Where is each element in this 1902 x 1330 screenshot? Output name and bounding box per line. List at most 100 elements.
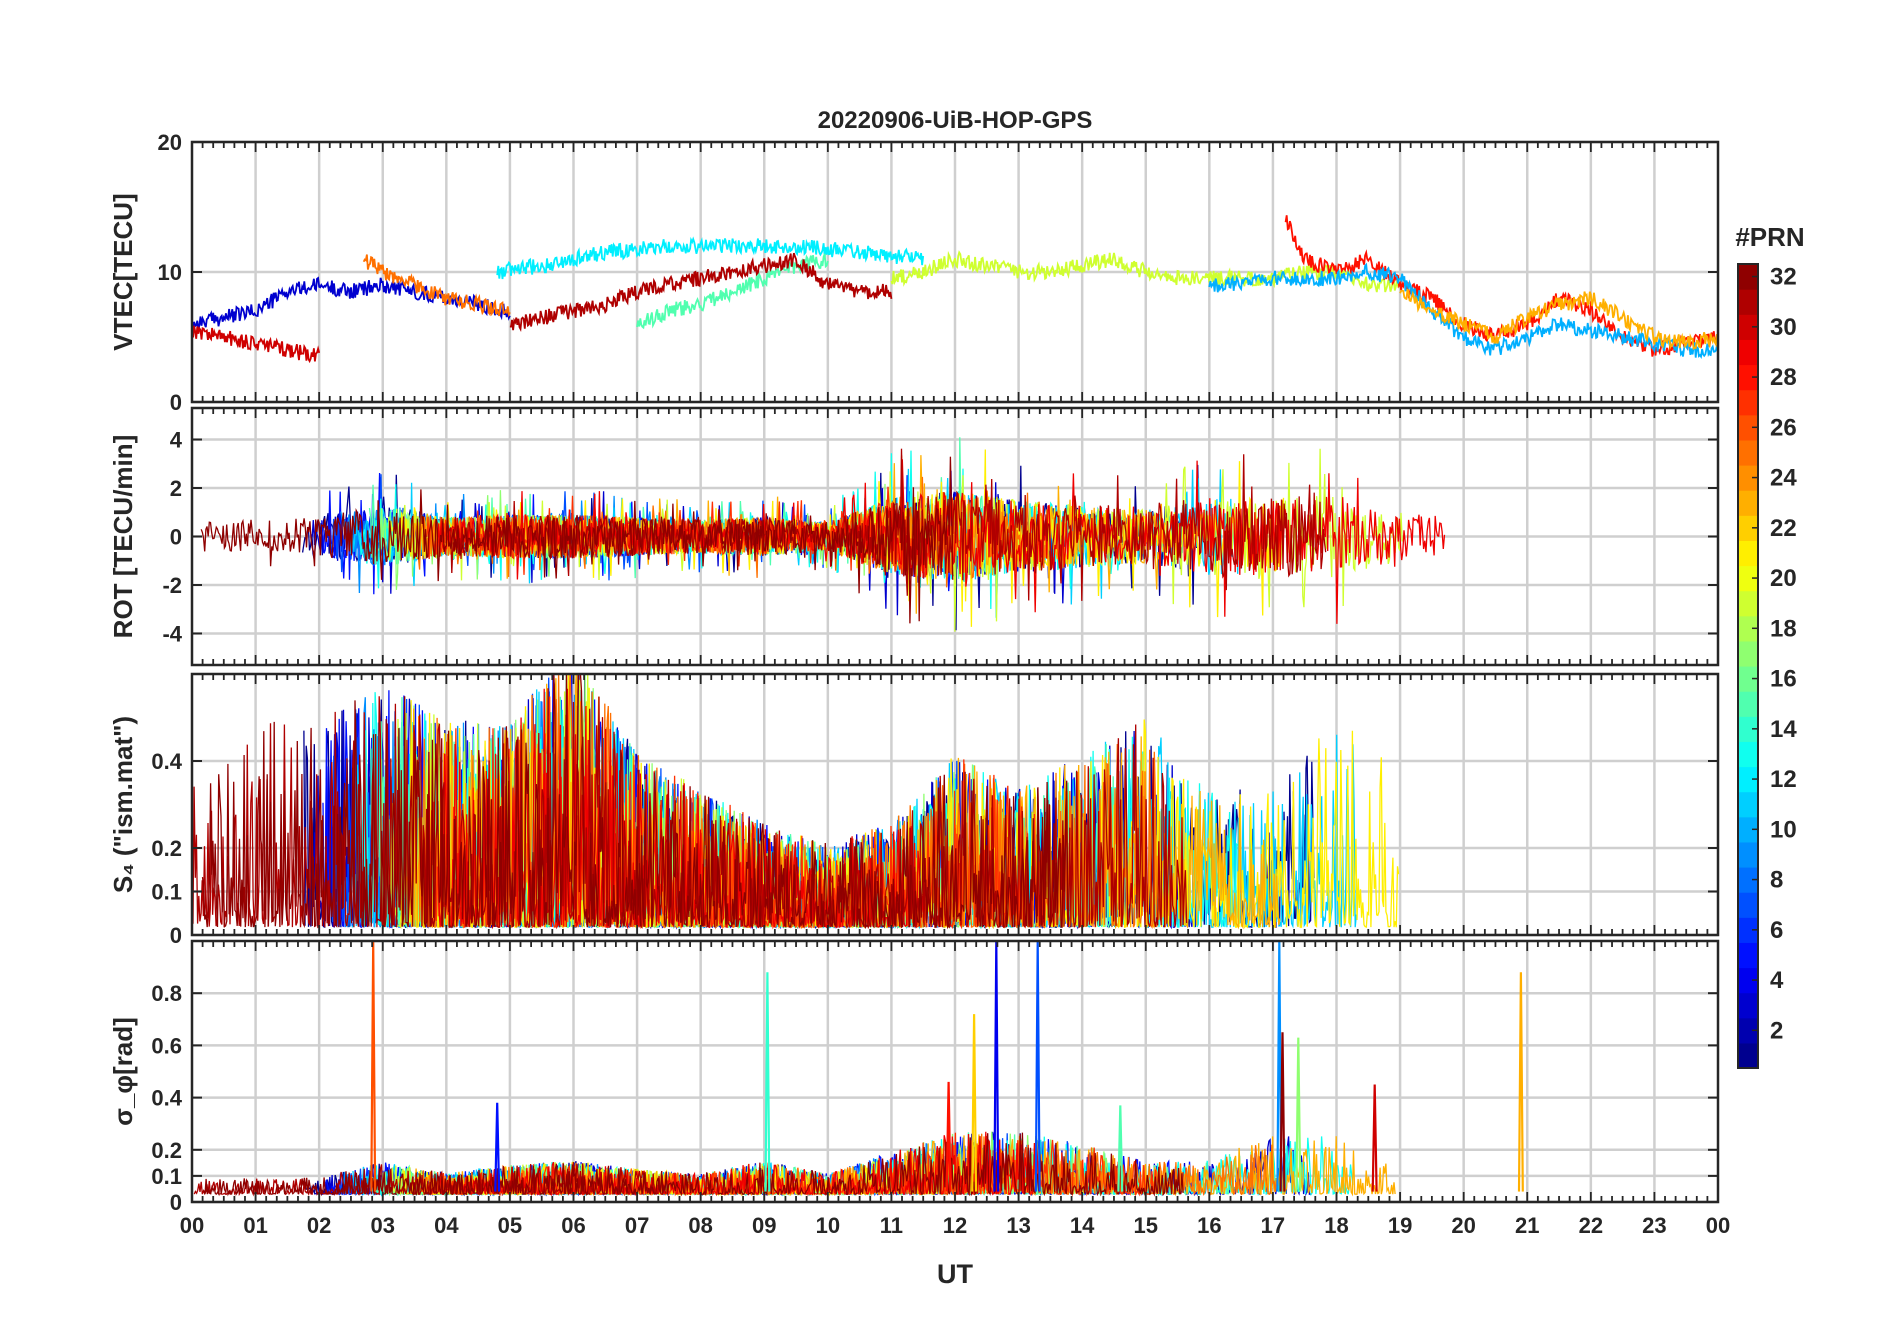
colorbar-title: #PRN: [1735, 222, 1804, 252]
y-ticks: 00.10.2 0.4 0.6 0.8: [151, 981, 1718, 1215]
y-ticks: -4 -2 0 2 4: [162, 428, 1718, 646]
y-tick-label: 0.4: [151, 1086, 182, 1111]
colorbar-segment: [1738, 1017, 1758, 1044]
colorbar-tick-label: 22: [1770, 515, 1797, 542]
y-tick-label: 0.1: [151, 880, 182, 905]
colorbar-tick-label: 18: [1770, 615, 1797, 642]
y-ticks: 0 10 20: [158, 130, 1718, 415]
colorbar-segment: [1738, 640, 1758, 667]
colorbar-segment: [1738, 540, 1758, 567]
x-tick-label: 17: [1261, 1213, 1285, 1238]
y-tick-label: 0: [170, 1190, 182, 1215]
series-line-prn-10: [1208, 262, 1718, 360]
spike-0: [370, 941, 377, 1192]
series-line-prn-19: [890, 250, 1401, 293]
x-tick-label: 23: [1642, 1213, 1666, 1238]
colorbar-tick-label: 6: [1770, 917, 1783, 944]
figure-title: 20220906-UiB-HOP-GPS: [818, 107, 1093, 134]
x-tick-label: 20: [1451, 1213, 1475, 1238]
trace-prn-31: [192, 688, 1188, 930]
panel-1: 0 10 20 VTEC[TECU]: [108, 130, 1720, 415]
colorbar-tick-label: 4: [1770, 967, 1784, 994]
x-ticks: [201, 142, 1709, 402]
y-tick-label: 0: [170, 525, 182, 550]
series-group: [192, 674, 1400, 930]
colorbar-segment: [1738, 1042, 1758, 1069]
x-tick-label: 15: [1134, 1213, 1158, 1238]
x-tick-label: 01: [243, 1213, 267, 1238]
panel-2: -4 -2 0 2 4 ROT [TECU/min]: [108, 406, 1720, 667]
trace-prn-29: [435, 459, 1446, 624]
colorbar-segment: [1738, 992, 1758, 1019]
spike-2: [764, 972, 771, 1192]
colorbar-tick-label: 24: [1770, 465, 1797, 492]
colorbar-tick-label: 16: [1770, 666, 1797, 693]
colorbar-tick-label: 8: [1770, 867, 1783, 894]
colorbar-tick-label: 32: [1770, 264, 1797, 291]
panel-4: 00.10.2 0.4 0.6 0.8 σ_φ[rad]: [108, 939, 1720, 1215]
y-axis-label: σ_φ[rad]: [108, 1017, 138, 1126]
spike-7: [1117, 1105, 1124, 1192]
y-tick-label: -2: [162, 573, 182, 598]
x-tick-label: 12: [943, 1213, 967, 1238]
spike-1: [494, 1102, 501, 1192]
colorbar-segment: [1738, 867, 1758, 893]
x-tick-label: 09: [752, 1213, 776, 1238]
x-tick-label: 02: [307, 1213, 331, 1238]
spike-9: [1279, 1032, 1286, 1192]
colorbar-segment: [1738, 967, 1758, 994]
colorbar-segment: [1738, 414, 1758, 441]
series-line-prn-3: [192, 276, 511, 331]
x-ticks: [201, 674, 1709, 935]
trace-prn-32: [200, 456, 954, 624]
colorbar-segment: [1738, 841, 1758, 868]
spike-4: [971, 1014, 978, 1192]
colorbar-segment: [1738, 339, 1758, 366]
colorbar-segment: [1738, 515, 1758, 541]
colorbar-segment: [1738, 816, 1758, 843]
spike-12: [1517, 972, 1524, 1192]
spike-3: [945, 1081, 952, 1192]
series-group: [192, 215, 1718, 364]
x-tick-label: 22: [1579, 1213, 1603, 1238]
colorbar-segment: [1738, 590, 1758, 617]
colorbar-segment: [1738, 917, 1758, 943]
series-line-prn-25: [362, 254, 511, 318]
x-tick-label: 05: [498, 1213, 522, 1238]
colorbar-segment: [1738, 314, 1758, 340]
y-tick-label: 10: [158, 260, 182, 285]
x-tick-label: 14: [1070, 1213, 1095, 1238]
x-tick-label: 21: [1515, 1213, 1539, 1238]
y-tick-label: 4: [170, 428, 183, 453]
colorbar-tick-label: 12: [1770, 766, 1797, 793]
y-tick-label: 0: [170, 390, 182, 415]
y-tick-label: 0.2: [151, 836, 182, 861]
x-tick-label: 10: [816, 1213, 840, 1238]
colorbar-segment: [1738, 389, 1758, 416]
series-line-prn-31: [509, 252, 893, 333]
x-tick-label: 04: [434, 1213, 459, 1238]
series-line-prn-12: [496, 236, 925, 280]
colorbar-segment: [1738, 766, 1758, 793]
colorbar-segment: [1738, 264, 1758, 290]
x-tick-label: 07: [625, 1213, 649, 1238]
series-line-prn-23: [1399, 288, 1718, 351]
series-line-prn-30: [192, 325, 321, 364]
spike-5: [993, 941, 1000, 1192]
x-ticks: [201, 408, 1709, 665]
y-ticks: 0 0.1 0.2 0.4: [151, 749, 1718, 948]
y-tick-label: 20: [158, 130, 182, 155]
spike-6: [1034, 941, 1041, 1192]
y-tick-label: 0.2: [151, 1138, 182, 1163]
y-tick-label: 0.1: [151, 1164, 182, 1189]
y-tick-label: 0.6: [151, 1033, 182, 1058]
colorbar-segment: [1738, 942, 1758, 969]
colorbar-segment: [1738, 666, 1758, 692]
colorbar-tick-label: 14: [1770, 716, 1797, 743]
series-group: [193, 941, 1524, 1197]
x-tick-label: 16: [1197, 1213, 1221, 1238]
x-axis-label: UT: [937, 1259, 973, 1289]
panel-3: 0 0.1 0.2 0.4 S₄ ("ism.mat"): [108, 672, 1720, 948]
x-tick-label: 11: [880, 1213, 903, 1238]
